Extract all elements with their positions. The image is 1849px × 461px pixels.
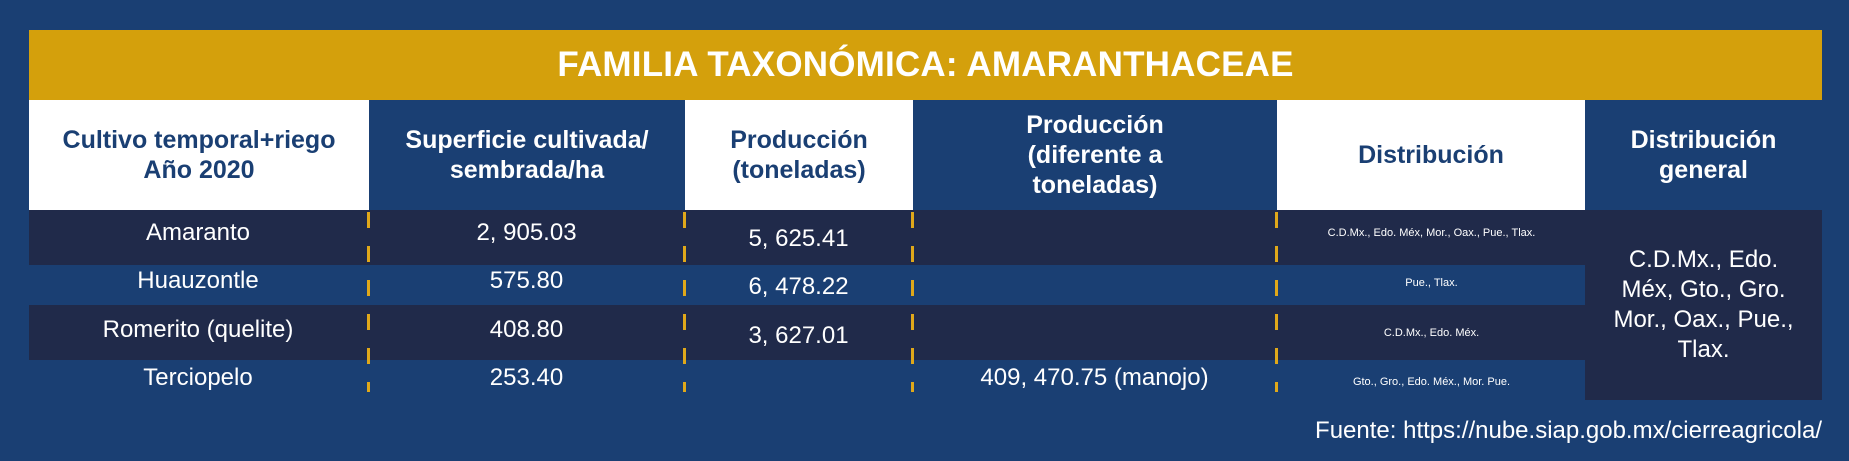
header-produccion: Producción (toneladas): [685, 100, 913, 210]
cell-superficie: 575.80: [489, 267, 564, 294]
cell-cultivo: Huauzontle: [137, 267, 259, 294]
cell-produccion: [686, 363, 911, 393]
column-separator: [911, 212, 914, 392]
cell-superficie: 2, 905.03: [476, 219, 577, 246]
cell-produccion: 3, 627.01: [748, 322, 849, 349]
row-band: [29, 305, 1585, 360]
source-note: Fuente: https://nube.siap.gob.mx/cierrea…: [1315, 417, 1822, 444]
header-distribucion-general: Distribución general: [1585, 100, 1822, 210]
cell-superficie: 253.40: [489, 364, 564, 391]
cell-distribucion: Pue., Tlax.: [1405, 277, 1458, 289]
cell-distribucion-general: C.D.Mx., Edo. Méx, Gto., Gro. Mor., Oax.…: [1585, 210, 1822, 400]
row-band: [29, 360, 1585, 400]
cell-produccion-otra: 409, 470.75 (manojo): [980, 364, 1209, 391]
header-superficie: Superficie cultivada/ sembrada/ha: [369, 100, 685, 210]
cell-produccion: 6, 478.22: [748, 273, 849, 300]
row-band: [29, 265, 1585, 305]
cell-cultivo: Terciopelo: [143, 364, 253, 391]
cell-produccion: 5, 625.41: [748, 225, 849, 252]
cell-produccion-otra: [914, 218, 1275, 248]
cell-cultivo: Romerito (quelite): [102, 316, 294, 343]
column-separator: [1275, 212, 1278, 392]
header-cultivo: Cultivo temporal+riego Año 2020: [29, 100, 369, 210]
header-distribucion: Distribución: [1277, 100, 1585, 210]
column-separator: [367, 212, 370, 392]
cell-distribucion: Gto., Gro., Edo. Méx., Mor. Pue.: [1352, 376, 1511, 388]
table-title: FAMILIA TAXONÓMICA: AMARANTHACEAE: [29, 30, 1822, 100]
cell-distribucion: C.D.Mx., Edo. Méx.: [1383, 327, 1480, 339]
header-produccion-otra: Producción (diferente a toneladas): [913, 100, 1277, 210]
cell-distribucion: C.D.Mx., Edo. Méx, Mor., Oax., Pue., Tla…: [1327, 227, 1536, 239]
row-band: [29, 210, 1585, 265]
cell-produccion-otra: [914, 315, 1275, 345]
cell-produccion-otra: [914, 266, 1275, 296]
cell-cultivo: Amaranto: [145, 219, 251, 246]
cell-superficie: 408.80: [489, 316, 564, 343]
column-separator: [683, 212, 686, 392]
